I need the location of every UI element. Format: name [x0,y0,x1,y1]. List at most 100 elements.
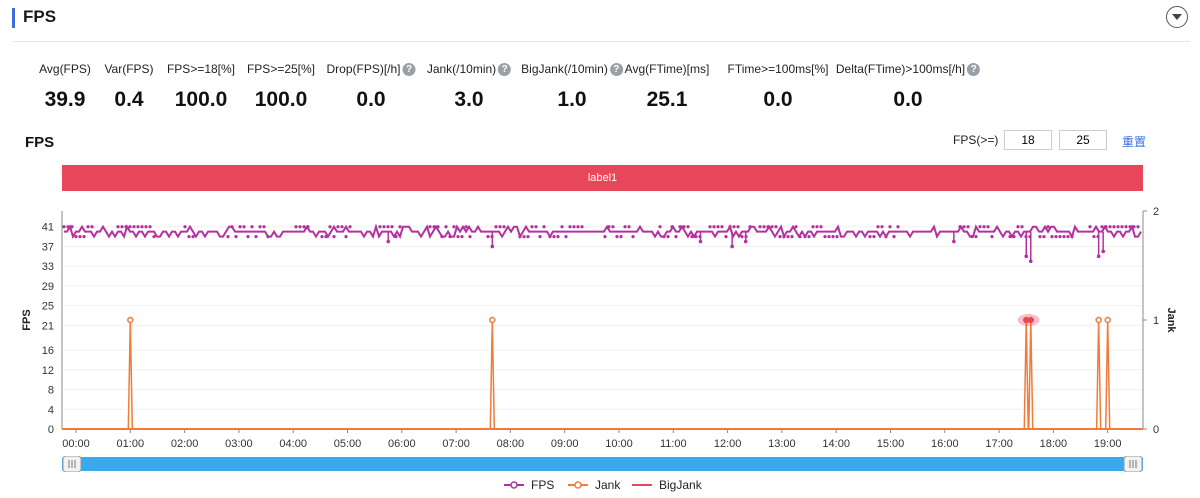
fps-point[interactable] [90,225,94,229]
fps-point[interactable] [686,225,690,229]
fps-point[interactable] [294,225,298,229]
fps-point[interactable] [70,225,74,229]
fps-point[interactable] [876,225,880,229]
fps-point[interactable] [831,235,835,239]
fps-point[interactable] [966,225,970,229]
fps-dip-point[interactable] [743,239,748,244]
fps-point[interactable] [394,235,398,239]
fps-dip-point[interactable] [490,244,495,249]
fps-point[interactable] [428,225,432,229]
fps-point[interactable] [762,225,766,229]
fps-point[interactable] [340,225,344,229]
fps-point[interactable] [798,235,802,239]
fps-point[interactable] [468,235,472,239]
fps-point[interactable] [440,235,444,239]
fps-point[interactable] [872,235,876,239]
help-icon[interactable]: ? [402,62,416,76]
fps-point[interactable] [678,225,682,229]
fps-point[interactable] [191,235,195,239]
fps-point[interactable] [526,235,530,239]
fps-point[interactable] [128,225,132,229]
fps-point[interactable] [748,225,752,229]
fps-point[interactable] [382,225,386,229]
fps-point[interactable] [564,235,568,239]
fps-point[interactable] [398,225,402,229]
fps-point[interactable] [336,225,340,229]
fps-point[interactable] [811,225,815,229]
fps-point[interactable] [518,235,522,239]
fps-point[interactable] [982,225,986,229]
fps-point[interactable] [522,235,526,239]
fps-point[interactable] [1008,235,1012,239]
jank-point[interactable] [489,316,496,324]
fps-point[interactable] [978,225,982,229]
fps-point[interactable] [116,225,120,229]
jank-point[interactable] [1095,316,1102,324]
fps-dip-point[interactable] [1101,249,1105,254]
fps-point[interactable] [694,235,698,239]
fps-dip-point[interactable] [1096,254,1101,259]
fps-point[interactable] [1016,225,1020,229]
fps-point[interactable] [732,225,736,229]
fps-point[interactable] [1062,235,1066,239]
fps-point[interactable] [1020,225,1024,229]
fps-point[interactable] [803,235,807,239]
fps-point[interactable] [124,225,128,229]
fps-point[interactable] [794,225,798,229]
fps-point[interactable] [819,225,823,229]
help-icon[interactable]: ? [609,62,623,76]
fps-point[interactable] [674,235,678,239]
fps-point[interactable] [724,235,728,239]
fps-point[interactable] [720,225,724,229]
fps-point[interactable] [607,225,611,229]
fps-point[interactable] [1136,225,1140,229]
fps-point[interactable] [827,235,831,239]
fps-point[interactable] [1038,235,1042,239]
fps-point[interactable] [324,235,328,239]
fps-point[interactable] [494,225,498,229]
fps-point[interactable] [662,235,666,239]
fps-point[interactable] [603,235,607,239]
fps-point[interactable] [770,225,774,229]
fps-dip-point[interactable] [698,239,703,244]
fps-point[interactable] [456,235,460,239]
time-range-slider[interactable] [62,456,1143,472]
fps-point[interactable] [242,225,246,229]
jank-point[interactable] [1104,316,1111,324]
fps-point[interactable] [1116,225,1120,229]
fps-point[interactable] [758,225,762,229]
fps-point[interactable] [183,225,187,229]
fps-point[interactable] [790,235,794,239]
fps-point[interactable] [786,235,790,239]
fps-point[interactable] [132,225,136,229]
fps-point[interactable] [868,235,872,239]
fps-point[interactable] [246,235,250,239]
fps-point[interactable] [619,235,623,239]
fps-point[interactable] [682,225,686,229]
fps-point[interactable] [962,225,966,229]
jank-highlight-point[interactable] [1027,317,1034,323]
fps-point[interactable] [990,235,994,239]
fps-point[interactable] [823,235,827,239]
fps-point[interactable] [464,225,468,229]
fps-point[interactable] [892,235,896,239]
fps-point[interactable] [254,235,258,239]
help-icon[interactable]: ? [967,62,981,76]
fps-point[interactable] [728,225,732,229]
fps-point[interactable] [611,225,615,229]
fps-point[interactable] [332,235,336,239]
legend-item-fps[interactable]: FPS [503,478,554,492]
fps-point[interactable] [986,225,990,229]
fps-point[interactable] [658,225,662,229]
fps-point[interactable] [708,225,712,229]
fps-point[interactable] [266,235,270,239]
fps-point[interactable] [552,235,556,239]
fps-point[interactable] [306,225,310,229]
fps-point[interactable] [152,235,156,239]
fps-point[interactable] [78,235,82,239]
fps-point[interactable] [815,225,819,229]
fps-point[interactable] [888,225,892,229]
fps-point[interactable] [86,225,90,229]
fps-point[interactable] [136,225,140,229]
